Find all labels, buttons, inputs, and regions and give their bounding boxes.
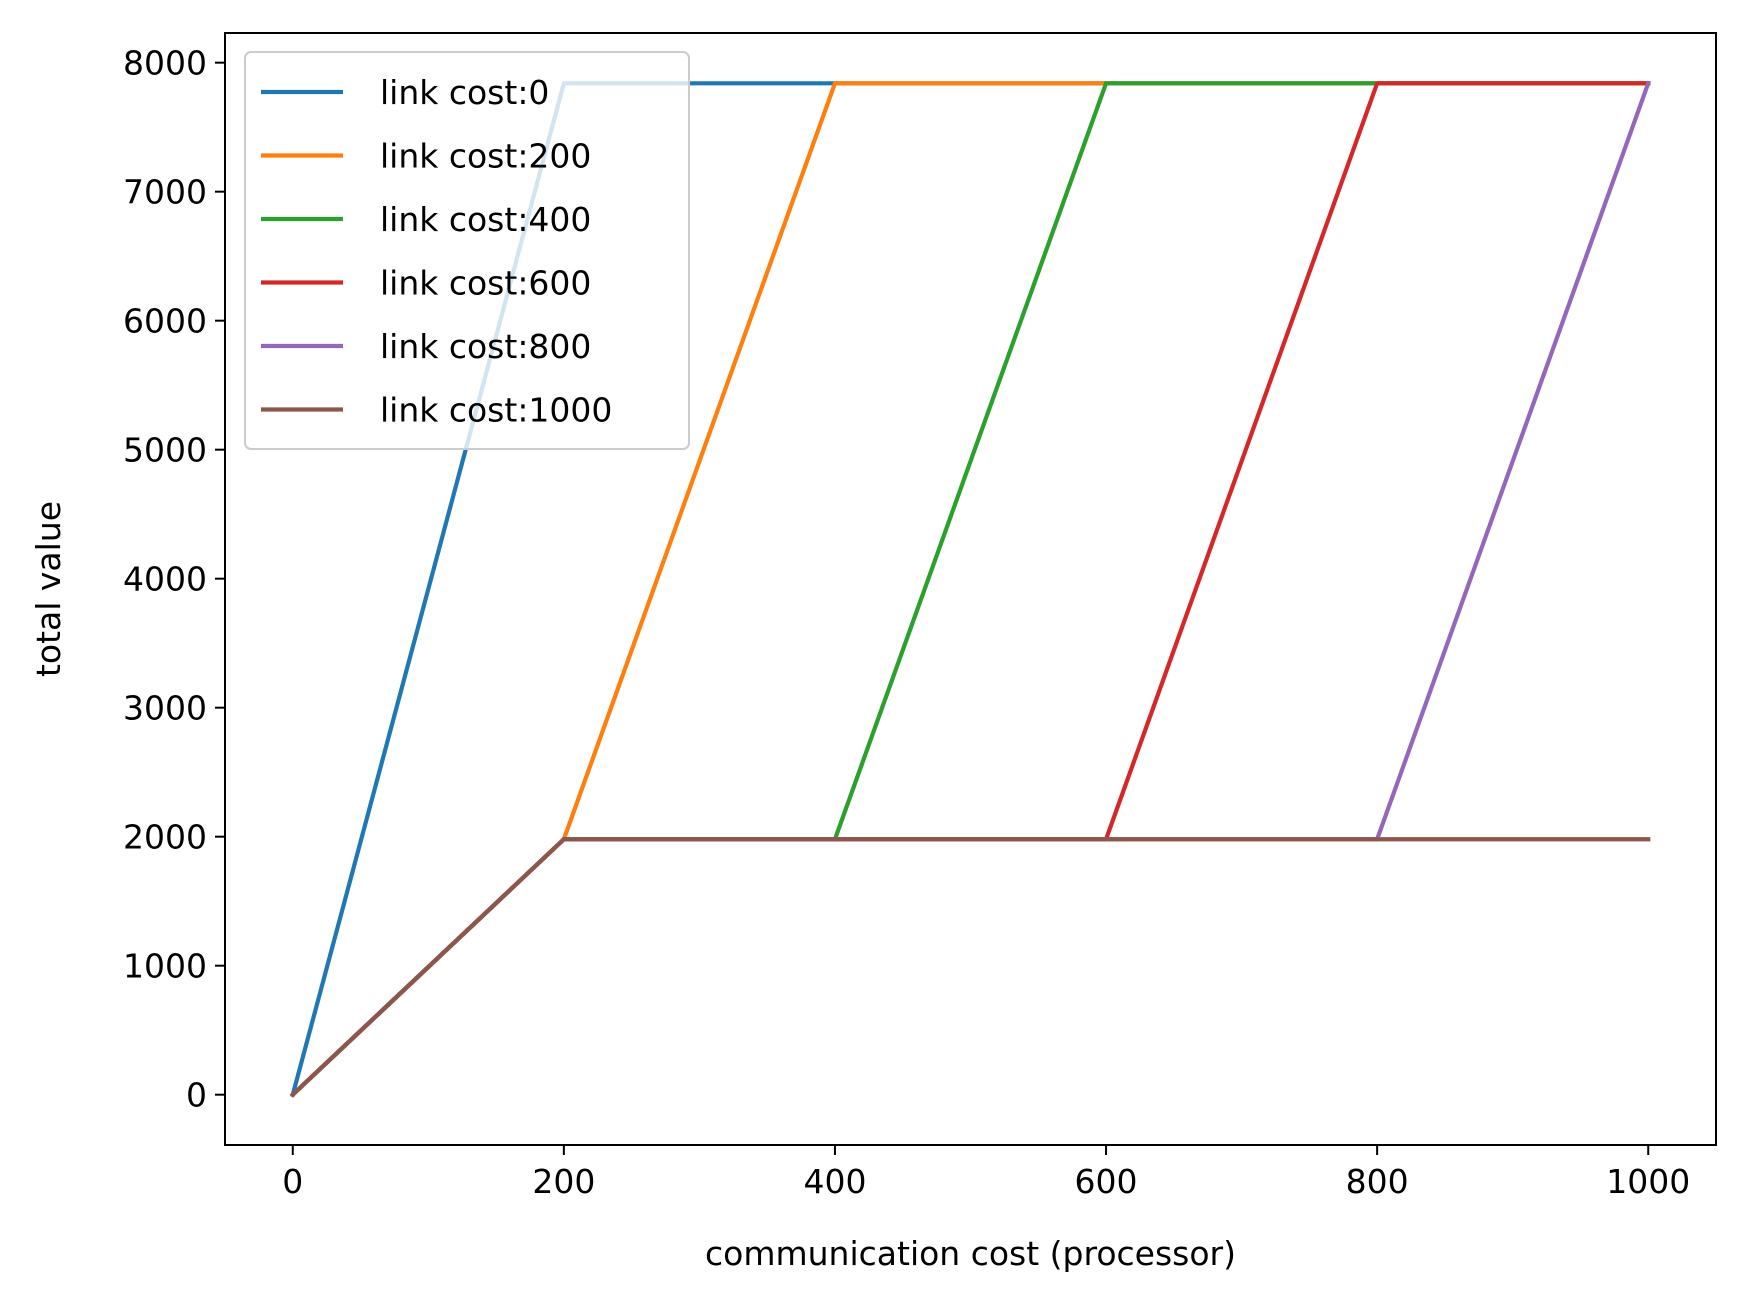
- y-tick-label: 8000: [123, 44, 207, 83]
- legend-label-0: link cost:0: [380, 73, 549, 112]
- y-tick-label: 5000: [123, 431, 207, 470]
- y-tick-label: 3000: [123, 689, 207, 728]
- y-tick-label: 1000: [123, 947, 207, 986]
- legend-label-4: link cost:800: [380, 327, 591, 366]
- y-tick-label: 7000: [123, 173, 207, 212]
- y-axis-label: total value: [29, 501, 68, 677]
- legend-label-5: link cost:1000: [380, 391, 612, 430]
- y-tick-label: 0: [186, 1076, 207, 1115]
- x-tick-label: 200: [532, 1162, 595, 1201]
- axes-layer: 0 200 400 600 800 1000 0 1000 2000 3000 4000 5000 60…: [123, 32, 1717, 1201]
- series-line-5: [289, 837, 1651, 1098]
- y-tick-label: 2000: [123, 818, 207, 857]
- x-tick-label: 600: [1075, 1162, 1138, 1201]
- x-tick-label: 1000: [1606, 1162, 1690, 1201]
- legend-box: [244, 51, 690, 450]
- x-axis-label: communication cost (processor): [705, 1234, 1236, 1273]
- legend-label-3: link cost:600: [380, 264, 591, 303]
- axes-frame: [224, 32, 1717, 1146]
- x-tick-label: 400: [803, 1162, 866, 1201]
- legend-label-2: link cost:400: [380, 200, 591, 239]
- legend-label-1: link cost:200: [380, 137, 591, 176]
- x-tick-label: 800: [1346, 1162, 1409, 1201]
- x-tick-label: 0: [282, 1162, 303, 1201]
- legend: link cost:0 link cost:200 link cost:400 lin…: [244, 51, 690, 450]
- y-tick-label: 6000: [123, 302, 207, 341]
- y-tick-label: 4000: [123, 560, 207, 599]
